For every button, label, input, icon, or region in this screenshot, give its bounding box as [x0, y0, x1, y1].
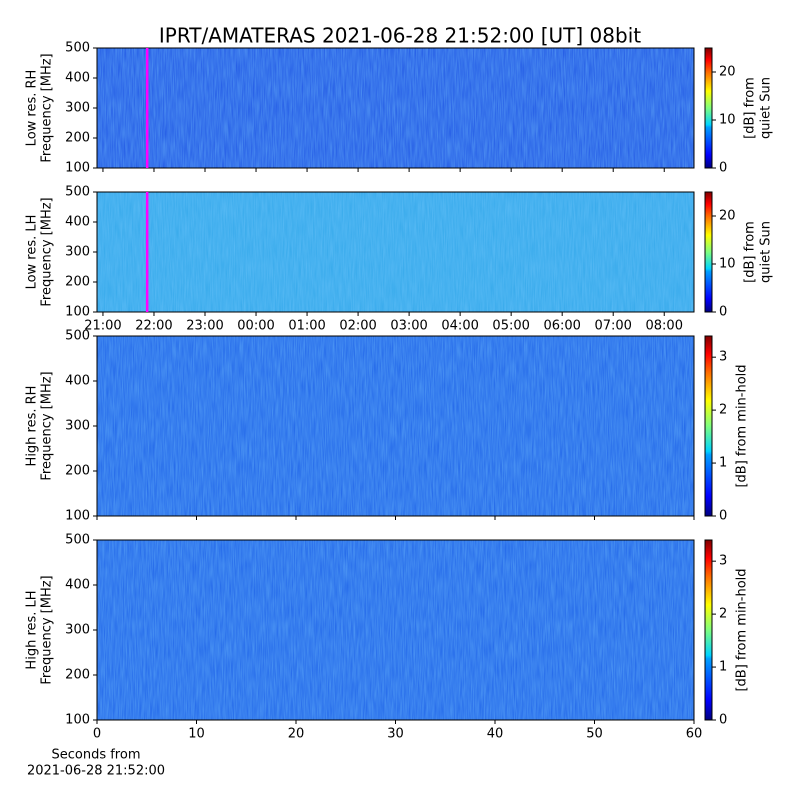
y-tick-label: 400 — [65, 215, 90, 230]
colorbar-label: quiet Sun — [759, 77, 774, 139]
colorbar-tick-label: 0 — [719, 713, 727, 728]
colorbar-tick-label: 20 — [719, 65, 736, 80]
x-tick-label: 05:00 — [492, 319, 529, 334]
y-tick-label: 100 — [65, 161, 90, 176]
y-axis-label: Frequency [MHz] — [40, 197, 55, 306]
y-tick-label: 500 — [65, 329, 90, 344]
colorbar-tick-label: 1 — [719, 660, 727, 675]
colorbar-tick-label: 10 — [719, 257, 736, 272]
y-axis-label: High res. LH — [25, 590, 40, 669]
y-tick-label: 300 — [65, 419, 90, 434]
colorbar-tick-label: 2 — [719, 607, 727, 622]
spectrogram-texture — [97, 48, 694, 168]
colorbar-tick-label: 1 — [719, 456, 727, 471]
y-tick-label: 500 — [65, 41, 90, 56]
x-tick-label: 00:00 — [237, 319, 274, 334]
colorbar-tick-label: 10 — [719, 113, 736, 128]
x-tick-label: 22:00 — [135, 319, 172, 334]
colorbar-tick-label: 0 — [719, 305, 727, 320]
colorbar-label: [dB] from — [743, 221, 758, 283]
x-tick-label: 06:00 — [543, 319, 580, 334]
x-axis-label: Seconds from — [51, 748, 140, 763]
x-tick-label: 21:00 — [84, 319, 121, 334]
y-tick-label: 200 — [65, 275, 90, 290]
colorbar-tick-label: 0 — [719, 509, 727, 524]
colorbar-label: quiet Sun — [759, 221, 774, 283]
x-tick-label: 02:00 — [339, 319, 376, 334]
y-tick-label: 200 — [65, 464, 90, 479]
y-tick-label: 400 — [65, 578, 90, 593]
colorbar-tick-label: 3 — [719, 350, 727, 365]
x-tick-label: 04:00 — [441, 319, 478, 334]
colorbar-tick-label: 3 — [719, 554, 727, 569]
y-axis-label: High res. RH — [25, 386, 40, 467]
y-tick-label: 200 — [65, 668, 90, 683]
y-tick-label: 100 — [65, 509, 90, 524]
colorbar-label: [dB] from — [743, 77, 758, 139]
colorbar-tick-label: 2 — [719, 403, 727, 418]
y-tick-label: 400 — [65, 374, 90, 389]
y-tick-label: 500 — [65, 185, 90, 200]
x-tick-label: 40 — [487, 727, 504, 742]
colorbar — [704, 191, 713, 313]
y-axis-label: Frequency [MHz] — [40, 53, 55, 162]
x-tick-label: 50 — [586, 727, 603, 742]
x-tick-label: 10 — [188, 727, 205, 742]
x-tick-label: 0 — [93, 727, 101, 742]
y-tick-label: 300 — [65, 623, 90, 638]
colorbar — [704, 539, 713, 721]
spectrogram-texture — [97, 336, 694, 516]
spectrogram-texture — [97, 192, 694, 312]
y-tick-label: 500 — [65, 533, 90, 548]
y-axis-label: Frequency [MHz] — [40, 575, 55, 684]
y-axis-label: Frequency [MHz] — [40, 371, 55, 480]
spectrogram-texture — [97, 540, 694, 720]
colorbar-label: [dB] from min-hold — [735, 568, 750, 691]
title: IPRT/AMATERAS 2021-06-28 21:52:00 [UT] 0… — [159, 24, 641, 48]
y-axis-label: Low res. LH — [25, 215, 40, 290]
colorbar-label: [dB] from min-hold — [735, 364, 750, 487]
colorbar — [704, 335, 713, 517]
x-tick-label: 60 — [686, 727, 703, 742]
x-tick-label: 01:00 — [288, 319, 325, 334]
x-tick-label: 08:00 — [646, 319, 683, 334]
x-tick-label: 03:00 — [390, 319, 427, 334]
x-axis-label: 2021-06-28 21:52:00 — [27, 764, 165, 779]
x-tick-label: 23:00 — [186, 319, 223, 334]
x-tick-label: 07:00 — [594, 319, 631, 334]
colorbar-tick-label: 0 — [719, 161, 727, 176]
x-tick-label: 20 — [288, 727, 305, 742]
colorbar — [704, 47, 713, 169]
colorbar-tick-label: 20 — [719, 209, 736, 224]
y-tick-label: 100 — [65, 305, 90, 320]
y-axis-label: Low res. RH — [25, 70, 40, 147]
x-tick-label: 30 — [387, 727, 404, 742]
y-tick-label: 100 — [65, 713, 90, 728]
y-tick-label: 200 — [65, 131, 90, 146]
y-tick-label: 300 — [65, 245, 90, 260]
y-tick-label: 300 — [65, 101, 90, 116]
y-tick-label: 400 — [65, 71, 90, 86]
